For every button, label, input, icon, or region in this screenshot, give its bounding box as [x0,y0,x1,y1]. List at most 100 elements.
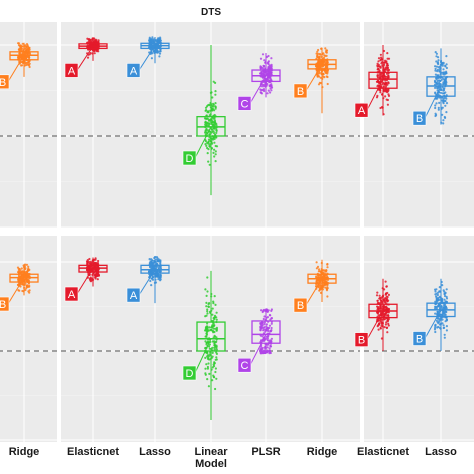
data-point [435,113,438,117]
data-point [21,42,24,45]
data-point [205,128,208,131]
data-point [269,318,272,321]
data-point [434,290,437,293]
data-point [380,337,383,340]
data-point [150,57,153,60]
data-point [261,72,264,75]
data-point [266,346,269,349]
data-point [215,336,218,339]
significance-label: D [182,126,212,166]
data-point [375,96,379,99]
data-point [444,310,447,313]
data-point [441,322,444,325]
data-point [385,314,388,317]
data-point [213,341,216,344]
data-point [443,80,446,83]
data-point [383,68,386,71]
data-point [386,57,389,60]
data-point [260,339,263,342]
data-point [324,71,327,74]
data-point [204,121,207,124]
data-point [444,91,447,94]
data-point [206,322,209,325]
label-leader-line [76,267,94,295]
data-point [436,62,439,65]
data-point [316,56,320,59]
data-point [215,318,218,321]
data-point [214,102,217,105]
data-point [442,307,445,310]
data-point [208,302,211,305]
data-point [263,59,266,62]
data-point [94,257,97,260]
data-point [93,52,96,55]
data-point [326,295,329,298]
data-point [206,290,209,293]
data-point [319,76,322,79]
data-point [385,311,388,314]
label-leader-line [305,64,323,92]
data-point [384,293,387,296]
data-point [206,111,209,114]
data-point [434,106,437,110]
data-point [213,344,216,347]
data-point [212,300,215,303]
data-point [377,60,380,63]
data-point [261,324,264,327]
data-point [155,256,158,259]
data-point [206,310,209,313]
data-point [214,387,217,391]
data-point [259,347,262,351]
data-point [158,45,161,49]
data-point [384,60,387,64]
data-point [268,347,271,350]
data-point [443,326,446,329]
data-point [208,343,211,346]
x-tick-label: Linear Model [194,446,228,470]
chart-title: DTS [201,7,221,18]
data-point [17,48,20,51]
data-point [383,63,386,66]
data-point [205,332,208,335]
data-point [213,148,216,151]
data-point [434,92,437,95]
data-point [206,308,209,311]
data-point [205,363,208,366]
x-tick-label-line: Model [195,458,227,470]
data-point [205,294,208,297]
data-point [269,64,272,67]
data-point [208,347,211,350]
label-letter: B [358,335,365,347]
data-point [211,130,214,133]
data-point [442,289,445,292]
x-tick-label: PLSR [251,446,280,458]
label-badge [126,63,141,78]
data-point [259,328,262,332]
data-point [435,55,438,58]
data-point [438,101,441,104]
data-point [316,279,319,282]
data-point [445,318,448,321]
data-point [377,63,380,66]
data-point [439,306,442,309]
data-point [208,372,211,375]
data-point [387,293,390,296]
data-point [379,297,382,300]
label-leader-line [7,54,25,83]
data-point [441,313,444,316]
data-point [208,326,211,329]
data-point [385,285,388,288]
data-point [438,298,441,301]
data-point [207,362,210,365]
data-point [156,260,160,263]
data-point [375,294,379,297]
data-point [215,311,218,314]
data-point [20,45,23,48]
data-point [206,328,209,332]
data-point [438,69,441,73]
data-point [206,312,209,315]
data-point [376,76,380,79]
data-point [267,335,270,338]
data-point [204,356,207,359]
data-point [214,122,217,125]
